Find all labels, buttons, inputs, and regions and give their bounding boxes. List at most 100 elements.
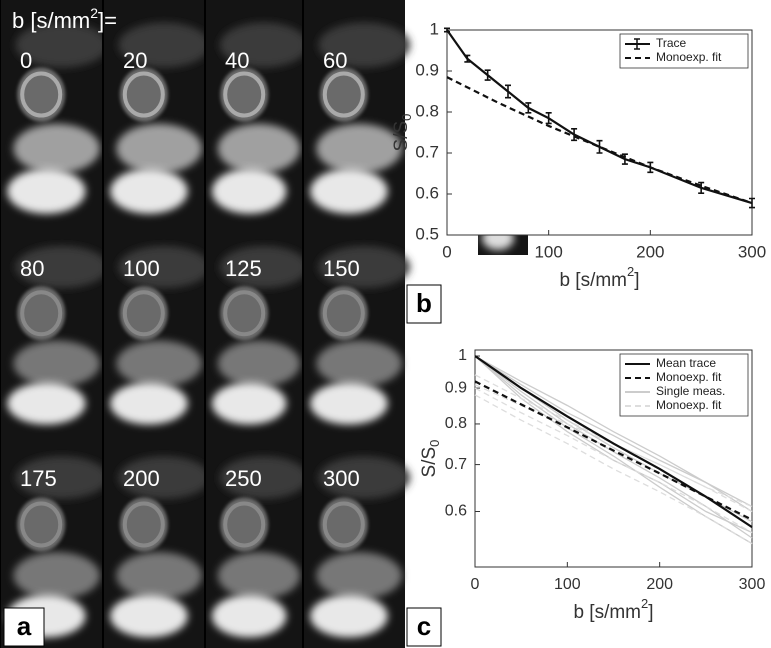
x-tick-label: 300 (738, 242, 766, 261)
mri-heart (319, 67, 368, 122)
y-tick-label: 0.5 (415, 224, 439, 243)
x-axis-label: b [s/mm2] (573, 596, 653, 623)
x-axis-label-sup: 2 (627, 264, 634, 279)
mri-heart (220, 497, 269, 552)
error-bar (484, 69, 491, 81)
mri-heart-ring (122, 501, 165, 548)
mri-heart-ring (223, 290, 266, 337)
y-tick-label: 0.9 (415, 60, 439, 79)
mri-organ (217, 340, 301, 387)
mri-tissue (15, 22, 109, 68)
panel-label: a (17, 611, 32, 641)
mri-heart-ring (20, 501, 63, 548)
legend-label: Monoexp. fit (656, 370, 722, 384)
x-axis-label-sup: 2 (641, 596, 648, 611)
b-value-label: 0 (20, 48, 32, 73)
mri-tissue (318, 22, 411, 68)
mri-organ (310, 382, 388, 425)
y-tick-label: 0.9 (445, 379, 467, 396)
mri-organ (7, 382, 86, 425)
y-axis-label-text: S/S (419, 447, 440, 478)
mri-image (0, 225, 109, 435)
error-bar (621, 153, 628, 165)
b-value-label: 250 (225, 466, 262, 491)
mri-organ (110, 168, 188, 214)
panel-label-box (406, 607, 442, 647)
y-tick-label: 1 (430, 19, 439, 38)
y-tick-label: 0.8 (445, 415, 467, 432)
mri-organ (316, 123, 402, 174)
panel-label: c (417, 611, 431, 641)
mri-organ (217, 123, 301, 174)
b-value-label: 100 (123, 256, 160, 281)
mri-organ (211, 168, 287, 214)
y-axis-label-sub: 0 (427, 440, 442, 447)
mri-organ (217, 552, 301, 600)
panel-label: b (416, 288, 432, 318)
y-tick-label: 0.6 (415, 183, 439, 202)
heading-sup: 2 (90, 5, 98, 21)
mri-heart (119, 497, 168, 552)
panel-label-box (406, 284, 442, 324)
y-axis-label-text: S/S (391, 121, 412, 152)
heading-text: ]= (98, 8, 117, 33)
mri-image (0, 0, 109, 225)
b-value-label: 200 (123, 466, 160, 491)
mri-tissue (318, 246, 411, 288)
b-heading: b [s/mm2]= (12, 5, 117, 33)
b-value-label: 60 (323, 48, 347, 73)
mri-heart (17, 286, 66, 341)
b-value-label: 40 (225, 48, 249, 73)
mri-tissue (15, 456, 109, 499)
b-value-label: 150 (323, 256, 360, 281)
b-value-label: 300 (323, 466, 360, 491)
x-tick-label: 100 (534, 242, 562, 261)
error-bar (545, 112, 552, 125)
b-value-label: 80 (20, 256, 44, 281)
mri-organ (116, 123, 202, 174)
panel-label-box (3, 607, 45, 647)
y-axis-label: S/S0 (391, 114, 414, 152)
mri-organ (116, 340, 202, 387)
mri-organ (7, 168, 86, 214)
y-tick-label: 0.8 (415, 101, 439, 120)
series-line (474, 380, 753, 521)
x-tick-label: 0 (471, 576, 480, 593)
mri-image (302, 435, 411, 648)
mri-heart-ring (20, 290, 63, 337)
mri-heart-ring (322, 501, 365, 548)
mri-image (302, 225, 411, 435)
mri-organ (13, 123, 100, 174)
mri-heart (119, 286, 168, 341)
mri-tissue (118, 246, 211, 288)
x-axis-label-text: b [s/mm (559, 270, 627, 291)
mri-organ (211, 382, 287, 425)
mri-image (204, 435, 308, 648)
mri-organ (13, 340, 100, 387)
y-tick-label: 0.7 (445, 456, 467, 473)
mri-tissue (15, 246, 109, 288)
mri-image (204, 0, 308, 225)
legend-label: Trace (656, 36, 687, 50)
mri-heart-ring (122, 71, 165, 118)
legend-box (619, 33, 749, 69)
mri-organ (110, 594, 188, 638)
y-axis-label: S/S0 (419, 440, 442, 478)
mri-heart (319, 286, 368, 341)
y-axis-label-sub: 0 (399, 114, 414, 121)
mri-organ (316, 552, 402, 600)
heading-text: b [s/mm (12, 8, 90, 33)
mri-heart (220, 67, 269, 122)
legend-label: Mean trace (656, 356, 716, 370)
mri-heart (119, 67, 168, 122)
mri-organ (310, 594, 388, 638)
mri-image (302, 0, 411, 225)
x-axis-label-text: b [s/mm (573, 602, 641, 623)
series-line (474, 355, 753, 529)
mri-heart (319, 497, 368, 552)
mri-image (204, 225, 308, 435)
mri-tissue (118, 456, 211, 499)
error-bar (596, 139, 603, 154)
mri-tissue (219, 456, 308, 499)
